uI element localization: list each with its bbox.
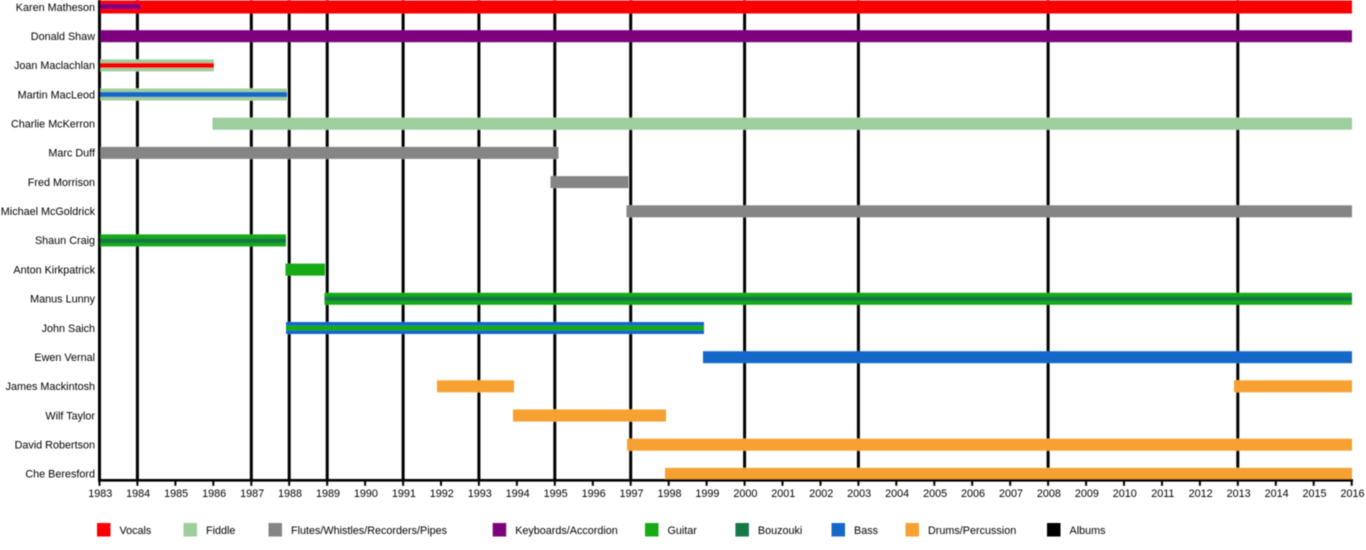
svg-text:1987: 1987 — [240, 488, 264, 500]
svg-text:2013: 2013 — [1227, 488, 1251, 500]
svg-text:David Robertson: David Robertson — [15, 440, 95, 452]
svg-text:2002: 2002 — [809, 488, 833, 500]
svg-text:2000: 2000 — [733, 488, 757, 500]
svg-text:2001: 2001 — [771, 488, 795, 500]
svg-text:1992: 1992 — [430, 488, 454, 500]
svg-text:1984: 1984 — [126, 488, 150, 500]
svg-text:Bass: Bass — [854, 525, 879, 537]
svg-text:1989: 1989 — [316, 488, 340, 500]
svg-text:Shaun Craig: Shaun Craig — [35, 235, 95, 247]
svg-text:1994: 1994 — [506, 488, 530, 500]
svg-text:2004: 2004 — [885, 488, 909, 500]
svg-text:1988: 1988 — [278, 488, 302, 500]
svg-text:1991: 1991 — [392, 488, 416, 500]
svg-text:1998: 1998 — [657, 488, 681, 500]
svg-text:1997: 1997 — [619, 488, 643, 500]
svg-text:Anton Kirkpatrick: Anton Kirkpatrick — [13, 264, 95, 276]
svg-text:James Mackintosh: James Mackintosh — [6, 381, 95, 393]
svg-text:Ewen Vernal: Ewen Vernal — [34, 352, 95, 364]
svg-text:Fiddle: Fiddle — [206, 525, 235, 537]
svg-text:Flutes/Whistles/Recorders/Pipe: Flutes/Whistles/Recorders/Pipes — [291, 525, 448, 537]
svg-text:2015: 2015 — [1302, 488, 1326, 500]
svg-text:1990: 1990 — [354, 488, 378, 500]
svg-text:1999: 1999 — [695, 488, 719, 500]
svg-text:1993: 1993 — [468, 488, 492, 500]
svg-text:2008: 2008 — [1037, 488, 1061, 500]
svg-text:2003: 2003 — [847, 488, 871, 500]
svg-text:Michael McGoldrick: Michael McGoldrick — [1, 206, 96, 218]
svg-text:1983: 1983 — [88, 488, 112, 500]
svg-text:Joan Maclachlan: Joan Maclachlan — [14, 60, 95, 72]
svg-text:1996: 1996 — [582, 488, 606, 500]
svg-text:2006: 2006 — [961, 488, 985, 500]
svg-text:Drums/Percussion: Drums/Percussion — [928, 525, 1016, 537]
svg-text:Fred Morrison: Fred Morrison — [28, 177, 95, 189]
svg-text:Bouzouki: Bouzouki — [758, 525, 802, 537]
svg-text:2011: 2011 — [1151, 488, 1174, 500]
svg-text:Keyboards/Accordion: Keyboards/Accordion — [515, 525, 618, 537]
svg-text:Albums: Albums — [1070, 525, 1107, 537]
svg-text:Charlie McKerron: Charlie McKerron — [11, 119, 95, 131]
svg-text:Martin MacLeod: Martin MacLeod — [18, 89, 95, 101]
svg-text:2016: 2016 — [1340, 488, 1364, 500]
svg-text:2009: 2009 — [1075, 488, 1099, 500]
svg-text:Guitar: Guitar — [668, 525, 698, 537]
svg-text:2010: 2010 — [1113, 488, 1137, 500]
svg-text:Che Beresford: Che Beresford — [25, 469, 95, 481]
svg-text:1985: 1985 — [164, 488, 188, 500]
svg-text:2007: 2007 — [999, 488, 1023, 500]
svg-text:Vocals: Vocals — [120, 525, 152, 537]
svg-text:Manus Lunny: Manus Lunny — [30, 294, 95, 306]
svg-text:2014: 2014 — [1265, 488, 1289, 500]
svg-text:Donald Shaw: Donald Shaw — [31, 31, 95, 43]
svg-text:Marc Duff: Marc Duff — [48, 148, 96, 160]
svg-text:2005: 2005 — [923, 488, 947, 500]
svg-text:John Saich: John Saich — [42, 323, 95, 335]
svg-text:Karen Matheson: Karen Matheson — [16, 2, 95, 14]
svg-text:Wilf Taylor: Wilf Taylor — [45, 410, 95, 422]
svg-text:1995: 1995 — [544, 488, 568, 500]
svg-text:2012: 2012 — [1189, 488, 1213, 500]
svg-text:1986: 1986 — [202, 488, 226, 500]
